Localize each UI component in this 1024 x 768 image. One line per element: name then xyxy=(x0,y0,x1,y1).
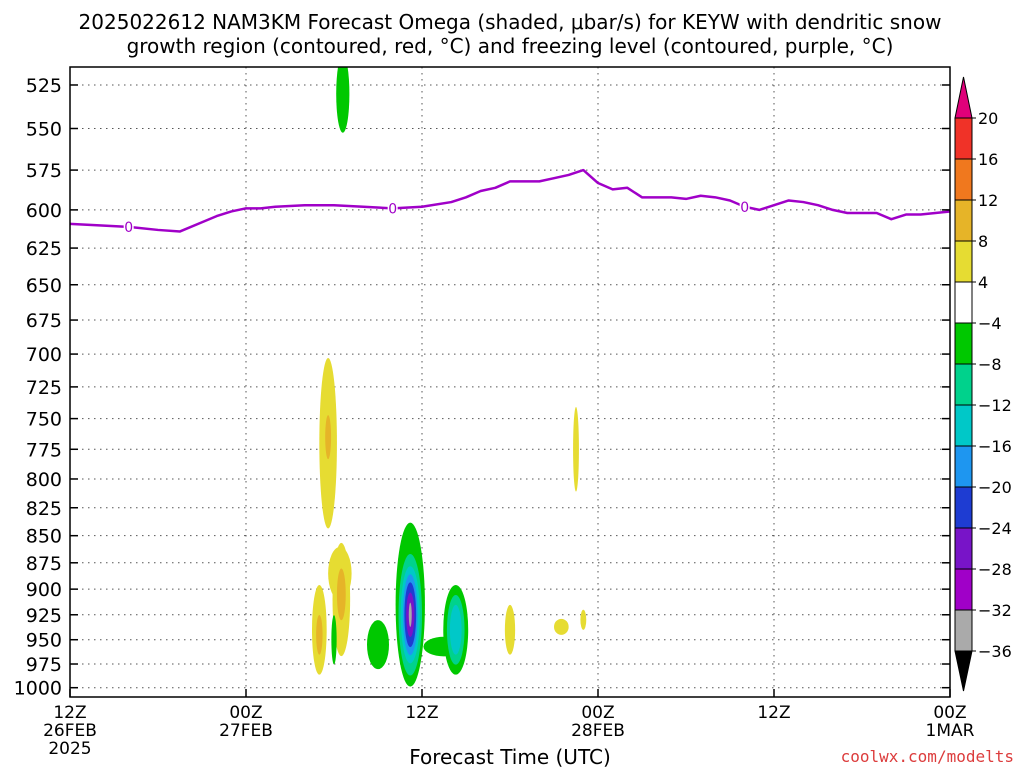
omega-region xyxy=(408,602,412,627)
omega-region xyxy=(580,609,587,630)
chart-title-line1: 2025022612 NAM3KM Forecast Omega (shaded… xyxy=(79,10,942,34)
x-tick-label: 12Z xyxy=(405,703,438,723)
colorbar-label: 16 xyxy=(978,150,998,169)
y-tick-label: 575 xyxy=(26,160,62,182)
omega-shading xyxy=(312,67,587,687)
omega-region xyxy=(504,604,516,655)
omega-region xyxy=(336,67,350,133)
y-tick-label: 775 xyxy=(26,439,62,461)
colorbar-bin xyxy=(954,486,973,529)
omega-region xyxy=(449,604,462,655)
colorbar: 20 16 12 8 4 −4 −8 −12 −16 −20 −24 −28 −32 −36 xyxy=(954,76,1012,692)
y-tick-label: 900 xyxy=(26,579,62,601)
colorbar-bin xyxy=(954,117,973,160)
y-tick-label: 650 xyxy=(26,275,62,297)
x-tick-label: 28FEB xyxy=(571,721,625,741)
contour-label: 0 xyxy=(740,200,749,216)
omega-region xyxy=(316,614,323,655)
watermark: coolwx.com/modelts xyxy=(841,747,1014,766)
x-tick-label: 27FEB xyxy=(219,721,273,741)
colorbar-bin xyxy=(954,199,973,242)
y-tick-label: 825 xyxy=(26,498,62,520)
contour-label-bg xyxy=(739,198,750,215)
omega-region xyxy=(325,415,332,460)
colorbar-bin xyxy=(954,404,973,447)
colorbar-label: 12 xyxy=(978,191,998,210)
contour-label-bg xyxy=(387,200,398,217)
x-tick-label: 00Z xyxy=(933,703,966,723)
freezing-level-line xyxy=(70,168,950,233)
colorbar-label: −24 xyxy=(978,519,1012,538)
y-tick-label: 925 xyxy=(26,605,62,627)
x-axis-label: Forecast Time (UTC) xyxy=(409,745,611,768)
colorbar-bottom-triangle xyxy=(954,650,973,692)
colorbar-bin xyxy=(954,281,973,324)
y-tick-label: 1000 xyxy=(14,678,62,700)
y-tick-label: 525 xyxy=(26,75,62,97)
colorbar-label: −8 xyxy=(978,355,1002,374)
x-tick-label: 12Z xyxy=(757,703,790,723)
omega-region xyxy=(331,615,337,665)
omega-region xyxy=(573,407,579,492)
y-tick-label: 675 xyxy=(26,310,62,332)
x-tick-label: 26FEB xyxy=(43,721,97,741)
y-tick-label: 850 xyxy=(26,526,62,548)
contour-label-bg xyxy=(123,218,134,235)
grid xyxy=(69,67,951,697)
y-axis: 525 550 575 600 625 650 675 700 725 750 775 800 825 8… xyxy=(14,75,950,700)
colorbar-label: −36 xyxy=(978,642,1012,661)
plot-frame xyxy=(69,66,951,698)
contour-label: 0 xyxy=(388,201,397,217)
colorbar-bin xyxy=(954,445,973,488)
colorbar-label: −28 xyxy=(978,560,1012,579)
y-tick-label: 550 xyxy=(26,119,62,141)
colorbar-top-triangle xyxy=(954,76,973,119)
colorbar-bin xyxy=(954,609,973,652)
colorbar-label: 20 xyxy=(978,109,998,128)
omega-region xyxy=(367,620,389,670)
y-tick-label: 625 xyxy=(26,238,62,260)
y-tick-label: 975 xyxy=(26,654,62,676)
colorbar-bin xyxy=(954,568,973,611)
omega-region xyxy=(554,618,569,635)
y-tick-label: 800 xyxy=(26,469,62,491)
x-tick-label: 00Z xyxy=(229,703,262,723)
colorbar-label: −20 xyxy=(978,478,1012,497)
contour-label: 0 xyxy=(124,220,133,236)
y-tick-label: 725 xyxy=(26,377,62,399)
colorbar-label: 8 xyxy=(978,232,988,251)
colorbar-bin xyxy=(954,527,973,570)
colorbar-label: 4 xyxy=(978,273,988,292)
y-tick-label: 700 xyxy=(26,344,62,366)
colorbar-label: −4 xyxy=(978,314,1002,333)
colorbar-label: −16 xyxy=(978,437,1012,456)
colorbar-bin xyxy=(954,158,973,201)
chart-title-line2: growth region (contoured, red, °C) and f… xyxy=(127,34,894,58)
x-tick-label: 2025 xyxy=(48,739,91,759)
omega-region xyxy=(336,568,346,621)
y-tick-label: 750 xyxy=(26,409,62,431)
colorbar-label: −32 xyxy=(978,601,1012,620)
freezing-level-contour: 0 0 0 xyxy=(70,168,950,236)
y-tick-label: 875 xyxy=(26,553,62,575)
y-tick-label: 600 xyxy=(26,200,62,222)
x-tick-label: 12Z xyxy=(53,703,86,723)
colorbar-bin xyxy=(954,322,973,365)
y-tick-label: 950 xyxy=(26,630,62,652)
colorbar-label: −12 xyxy=(978,396,1012,415)
plot-area: 0 0 0 525 550 575 600 625 650 675 700 725 750 775 800… xyxy=(14,66,975,759)
colorbar-bin xyxy=(954,240,973,283)
x-tick-label: 00Z xyxy=(581,703,614,723)
plot-background xyxy=(70,67,950,697)
x-tick-label: 1MAR xyxy=(926,721,975,741)
colorbar-bin xyxy=(954,363,973,406)
